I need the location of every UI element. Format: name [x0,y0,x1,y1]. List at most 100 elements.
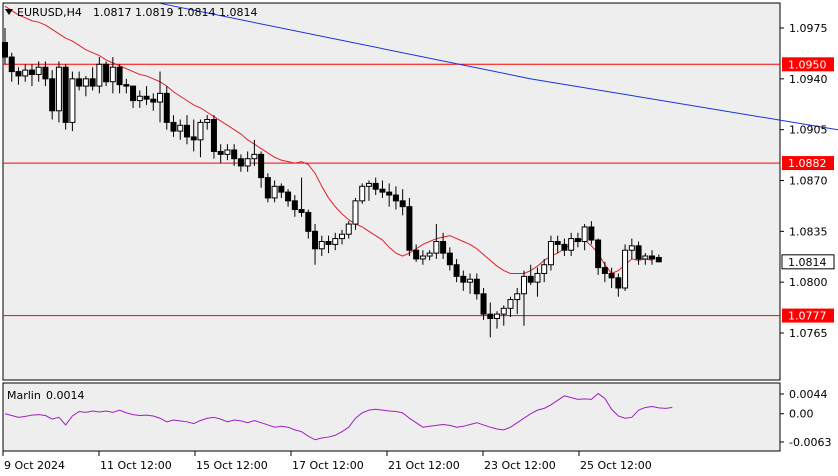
price-tick-label: 1.0975 [789,22,828,35]
price-plot-area[interactable] [2,2,781,381]
collapse-triangle-icon[interactable] [5,9,13,15]
price-tick-label: 1.0765 [789,327,828,340]
candle-body [467,278,474,283]
candle [231,144,238,166]
candle-body [615,277,622,289]
candle-body [581,226,588,243]
oscillator-tick-label: 0.0044 [789,388,828,401]
candle [150,93,157,111]
candle [96,57,103,94]
candle [419,250,426,265]
candle-body [642,255,649,260]
candle [635,241,642,265]
candle-body [217,150,224,155]
candle [190,119,197,152]
oscillator-axis: 0.0044 0.00 -0.0063 [780,388,831,449]
candle-body [325,241,332,245]
candle [595,238,602,275]
candle-body [278,185,285,193]
candle [352,197,359,230]
candle [601,261,608,283]
candle [480,287,487,320]
candle [217,144,224,164]
candle [116,64,123,94]
candle-body [601,267,608,274]
candle-body [291,200,298,211]
candle [318,235,325,257]
oscillator-value: 0.0014 [46,389,85,402]
symbol-timeframe: EURUSD,H4 [17,6,82,19]
candle-body [554,241,561,245]
candle [271,180,278,203]
candle-body [170,121,177,132]
candle-body [231,149,238,160]
candle-body [271,185,278,199]
candle-body [655,256,662,263]
candle-body [2,42,8,58]
candle-body [622,249,629,289]
candle [399,189,406,216]
candle [291,195,298,217]
candle [264,173,271,203]
candle [123,78,130,94]
candle [581,224,588,251]
price-tick-label: 1.0940 [789,73,828,86]
candle-body [177,124,184,132]
oscillator-tick-label: 0.00 [789,408,814,421]
candle [494,311,501,329]
time-tick-label: 11 Oct 12:00 [100,459,172,472]
candle-body [76,78,83,87]
candle [325,235,332,254]
current-price-label: 1.0814 [788,256,827,269]
candle [527,264,534,286]
candle [359,183,366,204]
candle-body [312,230,319,250]
candle-body [628,245,635,251]
candle-body [264,177,271,199]
candle [487,302,494,338]
candle [103,61,110,87]
candle-body [339,233,345,240]
time-tick-label: 23 Oct 12:00 [484,459,556,472]
candle [157,71,164,123]
candle [547,235,554,271]
candle-body [55,66,62,112]
candle [608,267,615,288]
time-tick-label: 25 Oct 12:00 [580,459,652,472]
candle-body [500,307,507,315]
candle [453,258,460,283]
candle-body [123,84,130,87]
support-resistance-levels [3,63,780,317]
candle-body [183,124,190,138]
candlestick-series [2,28,662,338]
candle-body [285,191,292,202]
candle-body [224,149,231,155]
level-label-text: 1.0777 [788,310,827,323]
candle-body [96,63,103,87]
candle-body [332,238,339,245]
candle-body [460,275,467,283]
candle-body [204,119,211,123]
level-labels: 1.0950 1.0882 1.0777 [782,57,834,323]
candle [339,229,345,245]
candle [467,273,474,294]
candle-body [237,158,244,167]
candle-body [406,206,413,251]
candle-body [22,69,29,77]
candle-body [109,66,116,83]
candle-body [82,78,89,87]
candle-body [103,63,110,83]
candle-body [440,241,447,254]
oscillator-panel[interactable] [2,382,781,452]
candle-body [157,92,164,103]
candle-body [520,275,527,295]
candle-body [42,66,49,80]
candle [204,115,211,130]
candle [69,71,76,132]
candle-body [487,313,494,319]
level-label-box [782,57,834,72]
candle-body [453,264,460,277]
candle-body [446,252,453,266]
time-tick-label: 15 Oct 12:00 [196,459,268,472]
